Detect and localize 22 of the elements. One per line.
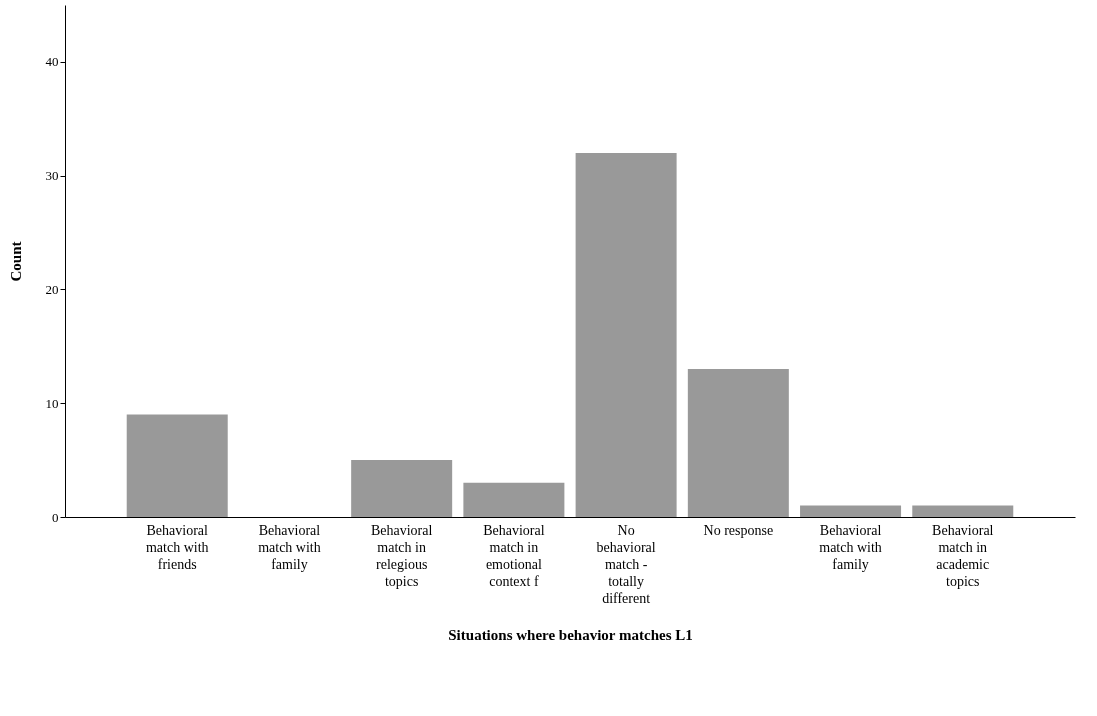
x-tick-label: Behavioral match in relegious topics [370,522,433,589]
bar [800,505,902,517]
bar [463,482,565,517]
y-tick-label: 30 [45,168,59,184]
x-tick-label: Behavioral match in academic topics [932,522,994,589]
x-tick-label: Behavioral match in emotional context f [483,522,545,589]
bar [912,505,1014,517]
x-tick-label: No behavioral match - totally different [596,522,656,606]
x-tick-label: Behavioral match with friends [145,522,209,572]
bar [126,414,228,517]
x-axis-title: Situations where behavior matches L1 [448,626,693,643]
y-axis-title: Count [7,241,24,282]
x-tick-label: Behavioral match with family [258,522,321,572]
y-tick-label: 20 [45,281,59,297]
bar [351,460,453,517]
x-tick-label: Behavioral match with family [819,522,882,572]
y-tick-label: 40 [45,54,59,70]
bar [575,152,677,517]
x-tick-label: No response [703,522,774,538]
bar [687,369,789,517]
y-tick-label: 10 [45,395,59,411]
y-tick-label: 0 [52,509,59,525]
